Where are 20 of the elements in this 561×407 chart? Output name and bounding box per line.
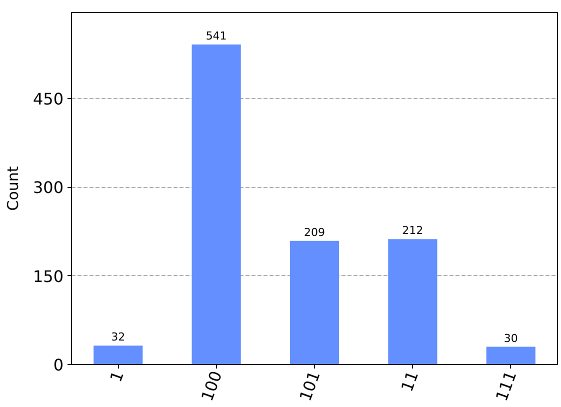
x-tick-label: 111 <box>492 368 520 404</box>
bar <box>290 240 340 364</box>
x-tick-label: 100 <box>197 368 226 404</box>
data-label: 32 <box>111 330 126 344</box>
data-label: 541 <box>206 29 227 42</box>
data-label: 212 <box>402 224 424 238</box>
x-tick-label: 1 <box>106 368 128 384</box>
y-tick-label: 450 <box>32 89 64 108</box>
x-tick-label: 101 <box>296 368 324 404</box>
data-label: 30 <box>504 332 518 345</box>
bar <box>388 239 438 364</box>
x-tick-label: 11 <box>397 368 422 394</box>
bar <box>192 44 241 364</box>
y-tick-label: 0 <box>53 356 64 374</box>
bar <box>94 346 143 364</box>
y-tick-label: 300 <box>32 178 64 198</box>
bar <box>486 346 536 364</box>
y-axis-title: Count <box>4 166 22 211</box>
data-label: 209 <box>304 226 325 239</box>
y-tick-label: 150 <box>32 266 64 286</box>
